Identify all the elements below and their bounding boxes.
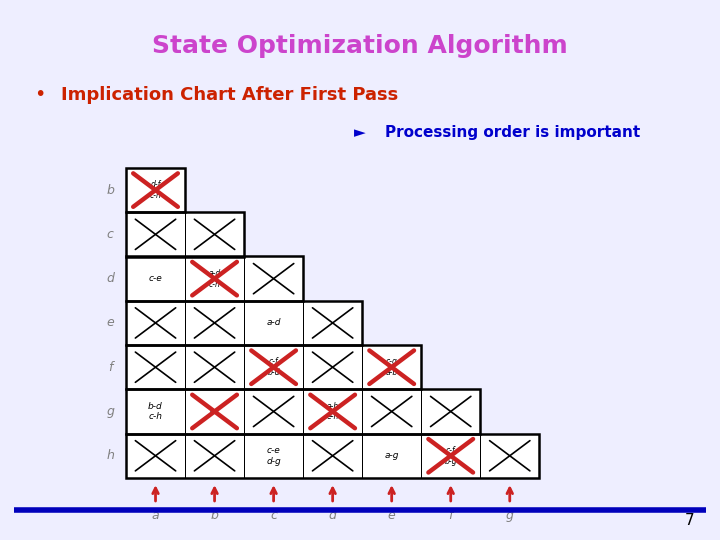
Text: c-h: c-h (148, 413, 163, 421)
Bar (126, 168, 185, 212)
Text: e: e (107, 316, 114, 329)
Bar (421, 389, 480, 434)
Bar (126, 168, 185, 212)
Bar (126, 301, 362, 345)
Text: e-f: e-f (210, 407, 220, 416)
Bar (126, 389, 480, 434)
Text: d-f: d-f (150, 180, 161, 189)
Text: b: b (107, 184, 114, 197)
Bar (185, 212, 244, 256)
Text: d: d (107, 272, 114, 285)
Text: b-d: b-d (148, 402, 163, 410)
Bar (126, 212, 185, 256)
Bar (244, 345, 303, 389)
Bar (421, 434, 480, 478)
Bar (185, 434, 244, 478)
Text: •: • (34, 85, 45, 104)
Bar (126, 389, 480, 434)
Text: c-h: c-h (150, 191, 161, 200)
Bar (303, 301, 362, 345)
Bar (126, 345, 421, 389)
Text: a: a (152, 509, 159, 522)
Text: a-b: a-b (385, 368, 398, 377)
Text: 7: 7 (685, 513, 695, 528)
Text: ►: ► (354, 125, 366, 140)
Bar (480, 434, 539, 478)
Text: d-g: d-g (266, 457, 281, 465)
Text: Implication Chart After First Pass: Implication Chart After First Pass (61, 85, 398, 104)
Bar (126, 389, 185, 434)
Text: c: c (270, 509, 277, 522)
Text: d: d (329, 509, 336, 522)
Bar (126, 168, 185, 212)
Text: g: g (506, 509, 513, 522)
Bar (126, 434, 185, 478)
Bar (244, 389, 303, 434)
Text: c-e: c-e (266, 446, 281, 455)
Bar (303, 434, 362, 478)
Text: a-d: a-d (266, 319, 281, 327)
Bar (126, 345, 185, 389)
Text: c-g: c-g (386, 357, 397, 366)
Text: e: e (388, 509, 395, 522)
Bar (244, 256, 303, 301)
Bar (303, 389, 362, 434)
Bar (185, 389, 244, 434)
Bar (244, 301, 303, 345)
Bar (126, 256, 303, 301)
Text: a-d: a-d (208, 269, 221, 278)
Text: a-b: a-b (326, 402, 339, 410)
Bar (362, 345, 421, 389)
Bar (185, 256, 244, 301)
Bar (303, 345, 362, 389)
Text: h: h (107, 449, 114, 462)
Text: c-f: c-f (269, 357, 279, 366)
Text: c-f: c-f (446, 446, 456, 455)
Bar (126, 256, 303, 301)
Bar (362, 389, 421, 434)
Bar (126, 212, 244, 256)
Bar (185, 301, 244, 345)
Text: g: g (107, 405, 114, 418)
Text: b-d: b-d (267, 368, 280, 377)
Bar (126, 301, 185, 345)
Text: f: f (108, 361, 112, 374)
Bar (185, 345, 244, 389)
Bar (126, 345, 421, 389)
Bar (244, 434, 303, 478)
Text: b: b (211, 509, 218, 522)
Bar (126, 434, 539, 478)
Text: a-g: a-g (384, 451, 399, 460)
Bar (126, 256, 185, 301)
Text: b-g: b-g (444, 457, 457, 465)
Text: c: c (107, 228, 114, 241)
Bar (126, 434, 539, 478)
Text: f: f (449, 509, 453, 522)
Text: c-h: c-h (209, 280, 220, 288)
Bar (126, 212, 244, 256)
Text: e-h: e-h (326, 413, 339, 421)
Text: Processing order is important: Processing order is important (385, 125, 641, 140)
Bar (362, 434, 421, 478)
Text: State Optimization Algorithm: State Optimization Algorithm (152, 34, 568, 58)
Bar (126, 301, 362, 345)
Text: c-e: c-e (148, 274, 163, 283)
